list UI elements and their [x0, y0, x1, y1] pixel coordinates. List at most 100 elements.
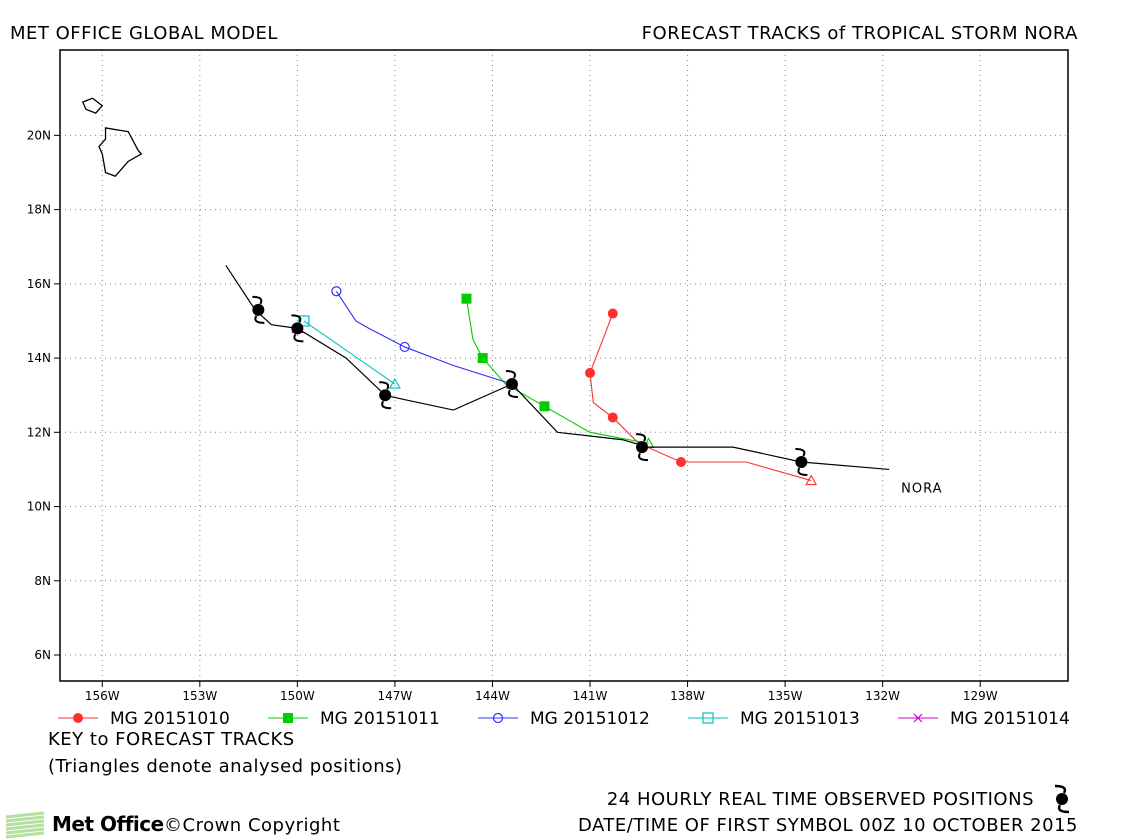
observed-note: 24 HOURLY REAL TIME OBSERVED POSITIONS [606, 789, 1034, 810]
first-symbol-note: DATE/TIME OF FIRST SYMBOL 00Z 10 OCTOBER… [577, 815, 1078, 836]
analysed-position [805, 474, 818, 486]
y-tick-label: 8N [34, 574, 51, 588]
legend-marker [73, 713, 83, 723]
forecast-point [477, 353, 488, 364]
copyright: ©Crown Copyright [164, 815, 341, 836]
legend-marker-shape [702, 712, 714, 724]
x-tick-label: 156W [85, 689, 120, 703]
forecast-point [607, 412, 618, 423]
legend-label: MG 20151012 [530, 709, 650, 729]
observed-position-core [291, 322, 304, 335]
forecast-point [539, 401, 550, 412]
forecast-track-3 [303, 320, 396, 385]
observed-position-core [252, 303, 265, 316]
legend-label: MG 20151014 [950, 709, 1070, 729]
forecast-point-shape [399, 341, 410, 353]
observed-position-arm-top [505, 370, 516, 379]
legend-marker-shape [73, 713, 83, 723]
y-tick-label: 18N [27, 203, 51, 217]
axes: 156W 153W 150W 147W 144W 141W 138W 135W 132W 129W… [27, 49, 1069, 703]
legend: MG 20151010 MG 20151011 MG 20151012 MG 2015… [58, 709, 1070, 729]
legend-marker-shape [492, 712, 504, 724]
x-tick-label: 141W [573, 689, 608, 703]
legend-marker [283, 713, 293, 723]
forecast-point-shape [461, 293, 472, 304]
land-maui [81, 97, 104, 114]
x-tick-label: 153W [182, 689, 217, 703]
legend-marker-shape [913, 713, 923, 723]
x-tick-label: 138W [670, 689, 705, 703]
forecast-point [585, 367, 596, 378]
legend-marker [913, 713, 923, 723]
observed-position-arm-top [379, 381, 390, 390]
observed-position-arm-top [636, 433, 647, 442]
land-hawaii-big-island [98, 127, 143, 177]
observed-position [379, 381, 392, 410]
observed-position [505, 370, 518, 399]
land-outlines [81, 97, 143, 177]
observed-position [291, 314, 304, 343]
observed-position-arm-bottom [507, 389, 518, 399]
forecast-point [331, 286, 342, 297]
observed-position-arm-bottom [293, 333, 304, 343]
legend-label: MG 20151013 [740, 709, 860, 729]
y-tick-label: 16N [27, 277, 51, 291]
forecast-track-1 [465, 298, 649, 444]
logo-text: Met Office [52, 812, 164, 836]
key-title: KEY to FORECAST TRACKS [48, 729, 295, 750]
forecast-point [461, 293, 472, 304]
legend-marker [702, 712, 714, 724]
observed-position-arm-bottom [638, 452, 649, 462]
forecast-point-shape [331, 286, 342, 297]
observed-position-arm-bottom [381, 400, 392, 410]
observed-symbol-key-icon [1054, 784, 1070, 814]
legend-marker [492, 712, 504, 724]
legend-label: MG 20151010 [110, 709, 230, 729]
storm-label: NORA [901, 481, 942, 496]
observed-position-arm-top [252, 295, 263, 305]
y-tick-label: 6N [34, 648, 51, 662]
observed-track [225, 264, 890, 471]
forecast-track-0 [589, 313, 812, 482]
legend-label: MG 20151011 [320, 709, 440, 729]
forecast-point-shape [607, 412, 618, 423]
left-title: MET OFFICE GLOBAL MODEL [10, 23, 278, 44]
plot-frame [59, 49, 1069, 682]
y-tick-label: 14N [27, 351, 51, 365]
forecast-point [399, 341, 410, 353]
observed-position-arm-bottom [254, 315, 265, 324]
observed-position-arm-top [795, 448, 806, 457]
analysed-position [388, 377, 401, 389]
x-tick-label: 147W [378, 689, 413, 703]
chart-title: FORECAST TRACKS of TROPICAL STORM NORA [641, 23, 1078, 44]
tracks [225, 264, 890, 486]
met-office-logo-icon [4, 811, 48, 839]
observed-position [795, 448, 808, 477]
x-tick-label: 129W [963, 689, 998, 703]
forecast-point [607, 308, 618, 319]
x-tick-label: 150W [280, 689, 315, 703]
forecast-point [298, 315, 310, 327]
forecast-point-shape [585, 367, 596, 378]
observed-position-arm-bottom [797, 467, 808, 477]
observed-position-arm-top [291, 314, 302, 323]
x-tick-label: 135W [768, 689, 803, 703]
y-tick-label: 10N [27, 500, 51, 514]
y-tick-label: 20N [27, 128, 51, 142]
observed-position [636, 433, 649, 462]
x-tick-label: 144W [475, 689, 510, 703]
x-tick-label: 132W [865, 689, 900, 703]
forecast-point [676, 457, 687, 468]
observed-position-core [636, 441, 649, 454]
forecast-track-2 [335, 290, 513, 385]
y-tick-label: 12N [27, 425, 51, 439]
forecast-point-shape [607, 308, 618, 319]
observed-position [252, 295, 265, 324]
forecast-point-shape [477, 353, 488, 364]
legend-marker-shape [283, 713, 293, 723]
observed-position-core [505, 378, 518, 391]
grid [60, 50, 1068, 681]
key-note: (Triangles denote analysed positions) [48, 756, 403, 777]
forecast-point-shape [539, 401, 550, 412]
